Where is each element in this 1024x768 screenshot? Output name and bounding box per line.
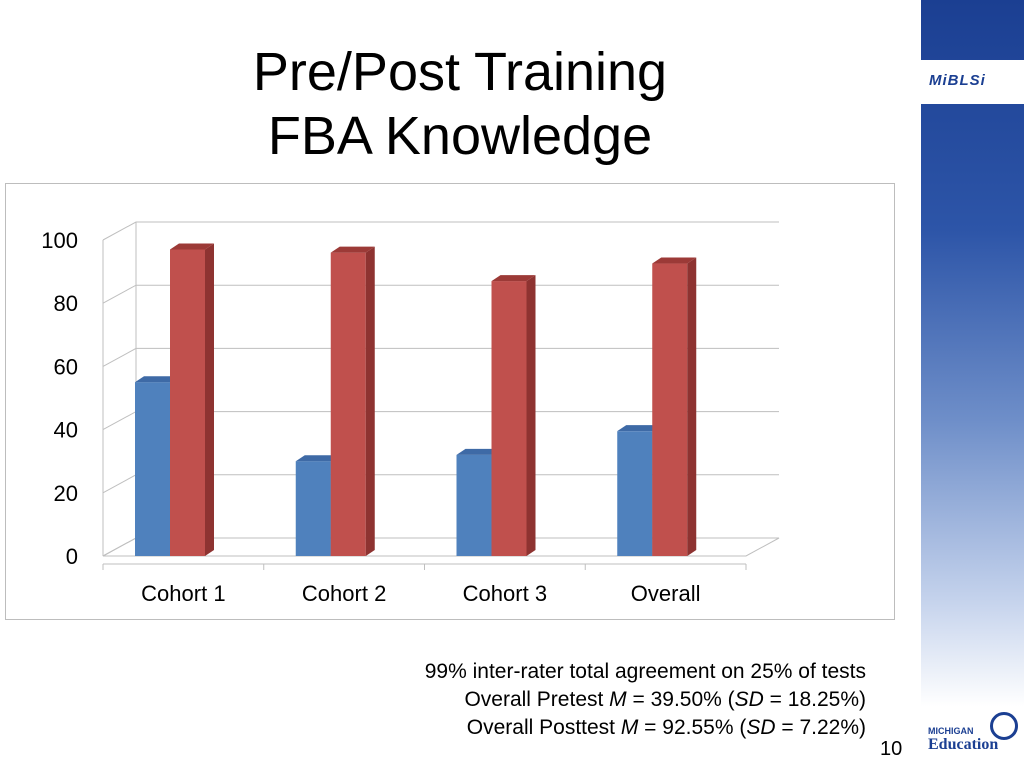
bar-top <box>456 448 501 455</box>
y-tick-label: 100 <box>41 228 78 253</box>
edu-seal-icon <box>990 712 1018 740</box>
edu-logo-big-text: Education <box>928 736 999 753</box>
x-category-label: Overall <box>631 581 701 606</box>
bar-top <box>170 243 214 250</box>
bar-chart: 0 20 40 60 80 100 Cohort 1 Cohort 2 Cohort 3 Over… <box>41 221 780 606</box>
bar-top <box>135 376 179 383</box>
bar-top <box>491 275 536 282</box>
bar-top <box>617 425 662 432</box>
notes-line-1: 99% inter-rater total agreement on 25% o… <box>424 660 866 683</box>
bar-series1-overall <box>617 431 653 556</box>
page-number: 10 <box>880 738 903 760</box>
bar-series2-cohort-3 <box>491 281 527 556</box>
stats-notes: 99% inter-rater total agreement on 25% o… <box>425 658 866 742</box>
bar-side <box>687 257 697 556</box>
miblsi-logo: MiBLSi <box>921 60 1024 104</box>
bar-series1-cohort-3 <box>456 454 492 556</box>
bar-series2-overall <box>652 263 688 556</box>
y-tick-label: 60 <box>54 354 78 379</box>
y-tick-label: 0 <box>66 544 78 569</box>
gridline <box>102 221 779 241</box>
miblsi-logo-text: MiBLSi <box>929 72 986 89</box>
x-category-label: Cohort 3 <box>463 581 547 606</box>
notes-line-3: Overall Posttest M = 92.55% (SD = 7.22%) <box>466 716 866 739</box>
notes-line-2: Overall Pretest M = 39.50% (SD = 18.25%) <box>464 688 866 711</box>
bar-side <box>205 243 214 557</box>
bar-top <box>330 246 375 253</box>
michigan-education-logo: MICHIGAN Education <box>928 712 1020 756</box>
side-bar: MiBLSi <box>921 0 1024 768</box>
edu-logo-small-text: MICHIGAN <box>928 726 974 736</box>
title-line-2: FBA Knowledge <box>267 106 653 166</box>
bar-series2-cohort-2 <box>330 252 366 556</box>
chart-frame: 0 20 40 60 80 100 Cohort 1 Cohort 2 Cohort 3 Over… <box>5 183 895 620</box>
title-line-1: Pre/Post Training <box>252 42 668 102</box>
chart-floor <box>102 537 780 557</box>
slide-title: Pre/Post Training FBA Knowledge <box>100 40 820 168</box>
bar-top <box>652 257 697 264</box>
bar-top <box>295 455 340 462</box>
bar-side <box>365 246 375 556</box>
bar-series1-cohort-2 <box>295 461 331 556</box>
bar-series1-cohort-1 <box>135 382 170 556</box>
bar-series2-cohort-1 <box>170 249 205 556</box>
x-category-label: Cohort 2 <box>302 581 386 606</box>
y-tick-label: 80 <box>54 291 78 316</box>
y-tick-label: 40 <box>54 418 78 443</box>
y-tick-label: 20 <box>54 481 78 506</box>
x-category-label: Cohort 1 <box>141 581 225 606</box>
bar-side <box>526 275 536 556</box>
